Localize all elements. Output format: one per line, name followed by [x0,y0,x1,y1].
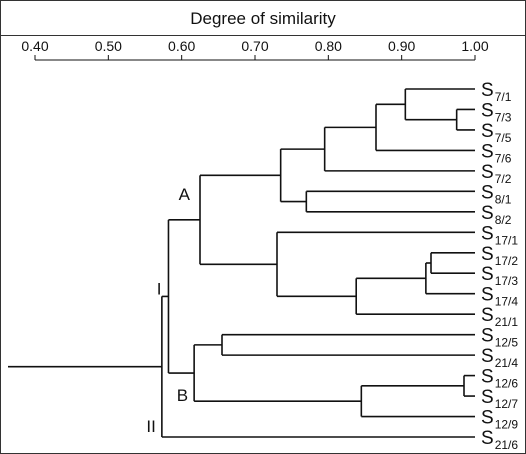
axis-tick-label: 0.90 [388,38,415,54]
axis-tick-label: 0.60 [168,38,195,54]
leaf-label: S17/2 [481,244,518,268]
axis-tick-label: 1.00 [461,38,488,54]
leaf-label: S21/4 [481,346,518,370]
leaf-label: S17/4 [481,285,518,309]
leaf-label: S7/1 [481,80,512,104]
leaf-label: S12/7 [481,387,518,411]
leaf-labels: S7/1S7/3S7/5S7/6S7/2S8/1S8/2S17/1S17/2S1… [481,80,518,452]
leaf-label: S8/2 [481,203,512,227]
leaf-label: S7/3 [481,100,512,124]
leaf-label: S17/3 [481,264,518,288]
leaf-label: S12/5 [481,326,518,350]
axis-title: Degree of similarity [190,9,336,28]
cluster-label-a: A [179,185,191,204]
axis-tick-label: 0.70 [241,38,268,54]
axis-ticks [34,55,476,60]
dendrogram-branches [8,88,475,438]
axis-tick-label: 0.40 [21,38,48,54]
cluster-label-ii: II [146,417,155,436]
leaf-label: S12/9 [481,408,518,432]
leaf-label: S17/1 [481,223,518,247]
cluster-label-i: I [157,279,162,298]
leaf-label: S8/1 [481,182,512,206]
axis-tick-label: 0.50 [95,38,122,54]
cluster-label-b: B [177,386,188,405]
leaf-label: S7/5 [481,121,512,145]
leaf-label: S7/6 [481,141,512,165]
leaf-label: S21/6 [481,428,518,452]
leaf-label: S21/1 [481,305,518,329]
leaf-label: S12/6 [481,367,518,391]
axis-tick-labels: 0.40 0.50 0.60 0.70 0.80 0.90 1.00 [21,38,488,54]
axis-tick-label: 0.80 [315,38,342,54]
leaf-label: S7/2 [481,162,512,186]
